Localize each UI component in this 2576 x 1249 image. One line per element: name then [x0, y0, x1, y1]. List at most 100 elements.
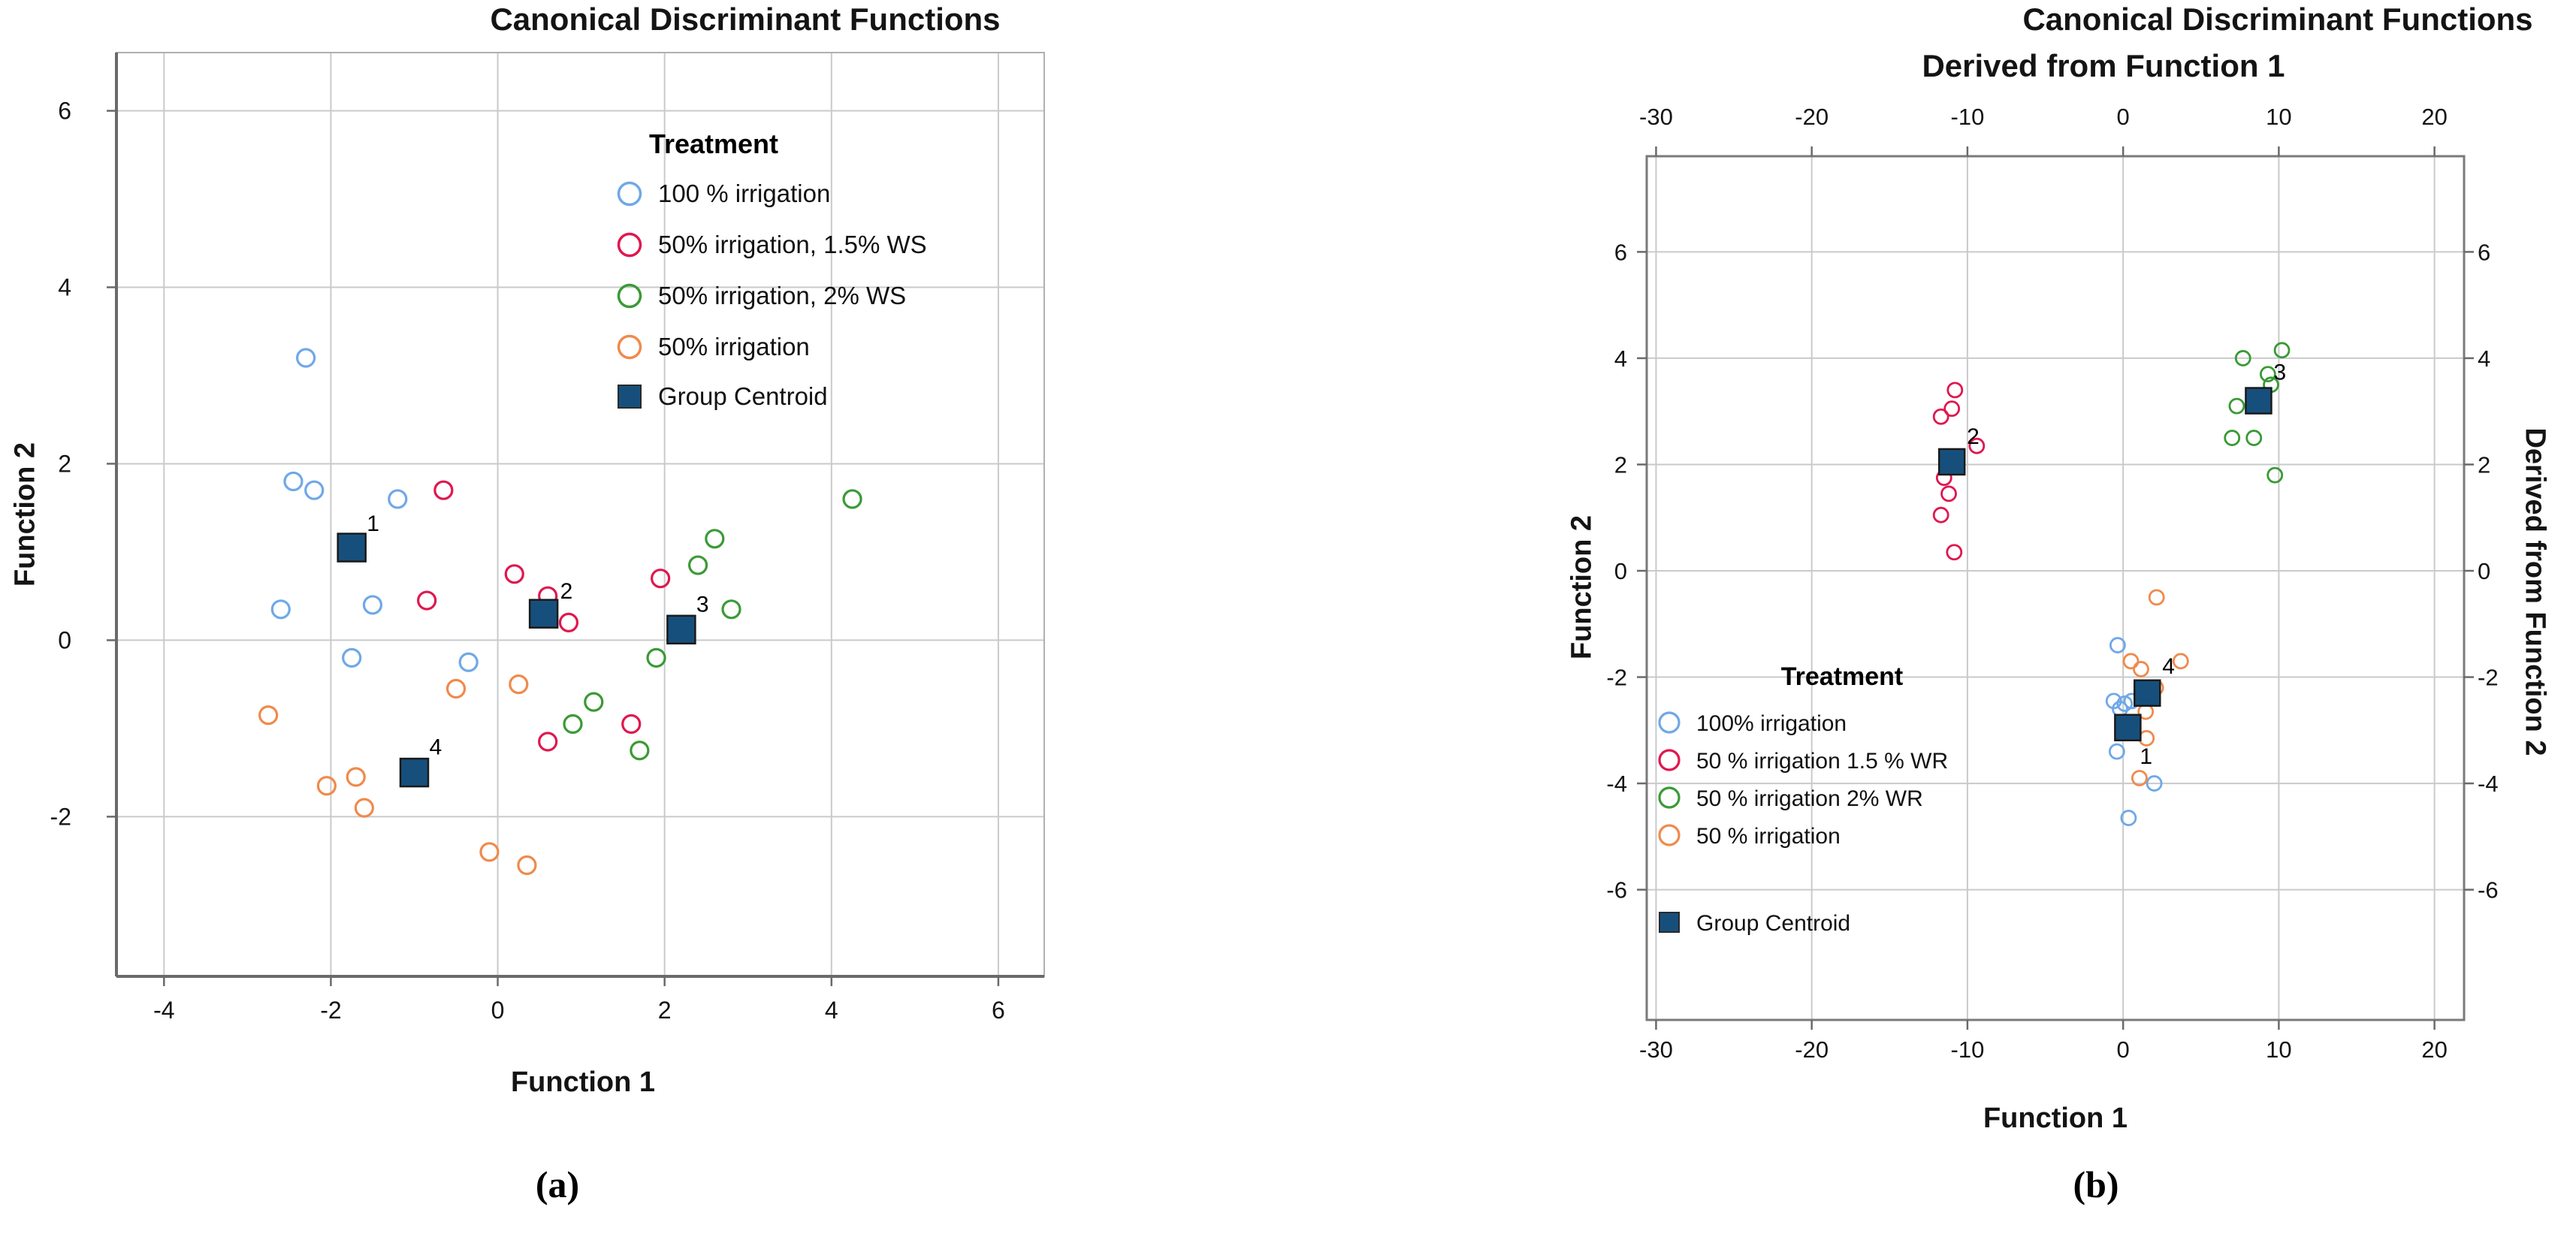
centroid-marker — [337, 532, 367, 563]
legend-label: 50 % irrigation — [1696, 824, 1841, 849]
x-tick-label-top: 10 — [2266, 104, 2291, 130]
data-point-orange — [2172, 653, 2189, 670]
x-tick-label: 4 — [825, 997, 838, 1024]
right-chart-subtitle: Derived from Function 1 — [1922, 48, 2285, 83]
legend-label: 50% irrigation — [658, 333, 810, 361]
centroid-label: 1 — [2140, 744, 2152, 769]
y-tick-label: 0 — [58, 626, 71, 653]
centroid-marker — [2134, 679, 2161, 707]
x-tick-label-top: -20 — [1795, 104, 1829, 130]
data-point-orange — [445, 678, 467, 699]
data-point-red — [417, 590, 437, 611]
data-point-green — [2266, 466, 2284, 484]
plot-frame — [116, 52, 1045, 977]
data-point-orange — [354, 798, 374, 818]
data-point-green — [687, 555, 708, 575]
centroid-label: 4 — [2162, 654, 2175, 679]
data-point-blue — [2120, 810, 2137, 826]
data-point-red — [433, 480, 454, 500]
x-tick-label: -10 — [1951, 1036, 1985, 1063]
centroid-label: 2 — [560, 579, 573, 604]
right-x-axis-label: Function 1 — [1983, 1103, 2128, 1134]
legend-label: 50% irrigation, 1.5% WS — [658, 231, 927, 258]
data-point-blue — [388, 489, 408, 509]
y-tick-label: -2 — [50, 803, 71, 830]
y-tick-label: 6 — [58, 98, 71, 125]
x-tick-label: 6 — [992, 997, 1005, 1024]
legend-label: 50% irrigation, 2% WS — [658, 282, 906, 309]
centroid-marker — [2114, 713, 2142, 742]
data-point-green — [705, 529, 725, 549]
data-point-orange — [517, 855, 537, 876]
y-tick-label: 2 — [58, 450, 71, 477]
data-point-blue — [362, 595, 383, 615]
data-point-green — [646, 647, 666, 668]
data-point-blue — [2109, 637, 2126, 653]
x-tick-label: 0 — [491, 997, 505, 1024]
centroid-label: 1 — [367, 511, 379, 536]
legend-label: 100% irrigation — [1696, 711, 1847, 736]
x-tick-label-top: -10 — [1951, 104, 1985, 130]
legend-swatch-centroid — [618, 385, 642, 409]
y-tick-label-right: -2 — [2478, 665, 2499, 691]
y-tick-label-right: 6 — [2478, 239, 2490, 265]
y-tick-label: -6 — [1606, 877, 1627, 904]
centroid-marker — [528, 599, 559, 629]
data-point-orange — [2122, 653, 2140, 670]
data-point-red — [1940, 485, 1957, 502]
data-point-red — [558, 612, 579, 633]
left-chart-title: Canonical Discriminant Functions — [490, 2, 1001, 37]
data-point-orange — [2148, 589, 2165, 606]
data-point-orange — [479, 842, 500, 862]
caption-a: (a) — [535, 1163, 580, 1205]
data-point-red — [1946, 382, 1964, 399]
data-point-blue — [2108, 743, 2125, 760]
y-tick-label-right: 2 — [2478, 451, 2490, 478]
x-tick-label: -4 — [153, 997, 174, 1024]
centroid-label: 3 — [2273, 361, 2286, 385]
right-chart-title: Canonical Discriminant Functions — [2022, 2, 2533, 37]
data-point-green — [2228, 397, 2245, 415]
centroid-label: 4 — [429, 735, 442, 760]
legend-swatch-red — [1658, 749, 1681, 771]
data-point-red — [1932, 506, 1949, 523]
data-point-orange — [316, 776, 337, 796]
data-point-blue — [458, 652, 479, 672]
legend-label: 50 % irrigation 1.5 % WR — [1696, 749, 1948, 774]
y-tick-label-right: 4 — [2478, 345, 2490, 372]
y-tick-label: 6 — [1614, 239, 1627, 265]
legend-swatch-centroid — [1659, 912, 1680, 933]
centroid-marker — [1937, 448, 1966, 476]
left-x-axis-label: Function 1 — [510, 1066, 656, 1098]
data-point-orange — [2131, 770, 2148, 786]
x-tick-label: 10 — [2266, 1036, 2291, 1063]
centroid-label: 2 — [1967, 424, 1980, 449]
legend-title: Treatment — [1781, 662, 1904, 691]
legend-label: 100 % irrigation — [658, 180, 830, 207]
legend-label: 50 % irrigation 2% WR — [1696, 786, 1923, 811]
y-tick-label-right: 0 — [2478, 558, 2490, 584]
legend-title: Treatment — [649, 128, 778, 159]
data-point-blue — [270, 599, 291, 620]
x-tick-label: -2 — [320, 997, 341, 1024]
data-point-green — [2234, 350, 2251, 367]
y-tick-label-right: -6 — [2478, 877, 2499, 904]
x-tick-label: 0 — [2117, 1036, 2130, 1063]
legend-label: Group Centroid — [1696, 911, 1850, 936]
data-point-red — [1943, 400, 1961, 418]
legend-swatch-red — [617, 232, 642, 258]
data-point-red — [1946, 544, 1963, 561]
data-point-green — [2259, 366, 2276, 383]
caption-b: (b) — [2073, 1163, 2119, 1205]
data-point-red — [504, 564, 524, 584]
data-point-blue — [283, 471, 304, 492]
data-point-red — [651, 569, 671, 589]
data-point-red — [621, 713, 642, 735]
centroid-marker — [666, 614, 696, 645]
data-point-blue — [2116, 695, 2134, 712]
legend-swatch-green — [617, 283, 642, 309]
legend-swatch-orange — [617, 334, 642, 360]
y-tick-label: 4 — [58, 273, 71, 300]
legend-swatch-green — [1658, 786, 1681, 809]
